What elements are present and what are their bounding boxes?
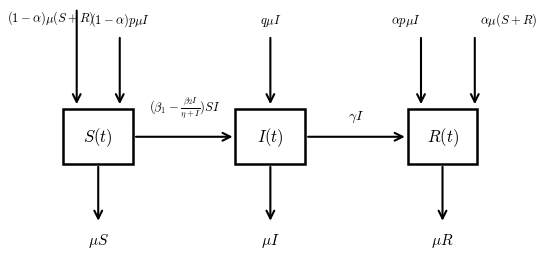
Text: $\alpha\mu(S+R)$: $\alpha\mu(S+R)$ (480, 11, 537, 28)
Text: $I(t)$: $I(t)$ (257, 126, 284, 149)
FancyBboxPatch shape (408, 110, 478, 164)
FancyBboxPatch shape (235, 110, 305, 164)
Text: $\gamma I$: $\gamma I$ (348, 110, 365, 125)
Text: $\mu I$: $\mu I$ (261, 231, 280, 249)
Text: $R(t)$: $R(t)$ (426, 126, 458, 149)
Text: $\mu R$: $\mu R$ (431, 231, 454, 249)
Text: $S(t)$: $S(t)$ (83, 126, 113, 149)
Text: $q\mu I$: $q\mu I$ (260, 13, 281, 28)
Text: $(1-\alpha)p\mu I$: $(1-\alpha)p\mu I$ (90, 11, 150, 28)
Text: $(\beta_1-\frac{\beta_2 I}{\eta+I})SI$: $(\beta_1-\frac{\beta_2 I}{\eta+I})SI$ (149, 95, 220, 120)
Text: $\alpha p\mu I$: $\alpha p\mu I$ (391, 13, 421, 28)
Text: $(1-\alpha)\mu(S+R)$: $(1-\alpha)\mu(S+R)$ (7, 9, 94, 26)
FancyBboxPatch shape (63, 110, 133, 164)
Text: $\mu S$: $\mu S$ (88, 231, 109, 249)
